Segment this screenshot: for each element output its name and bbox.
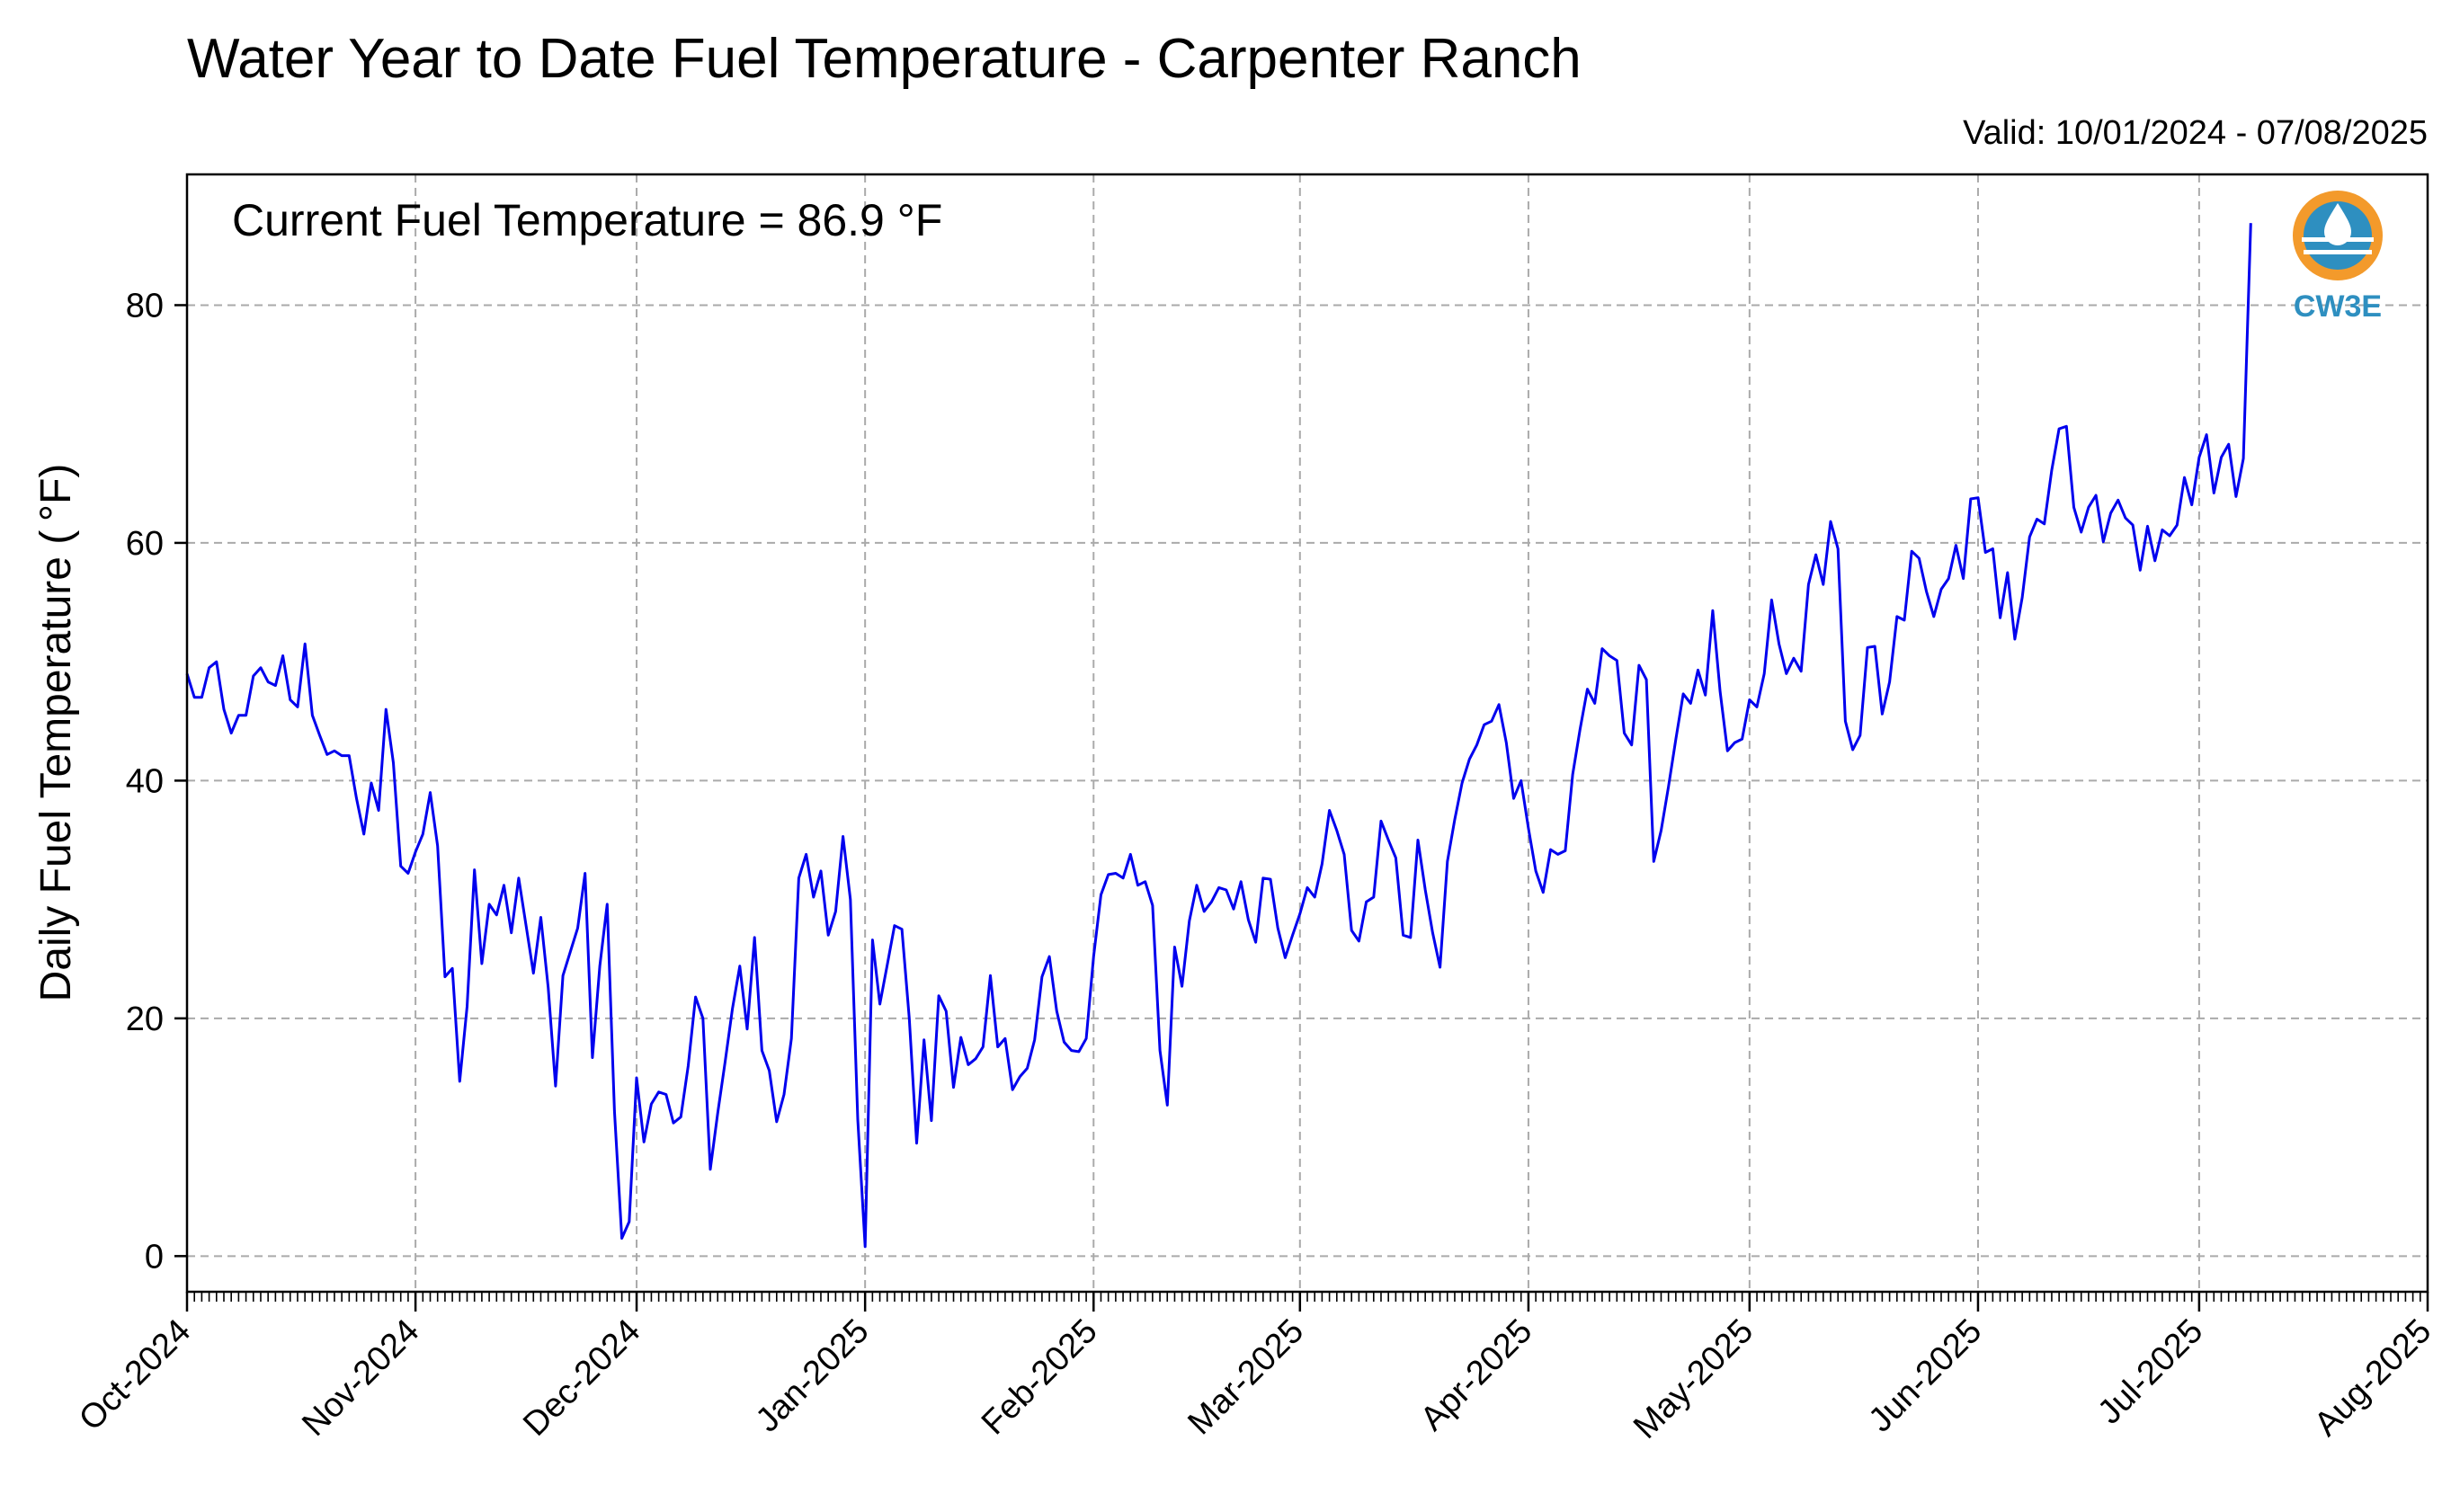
x-minor-ticks: [186, 1292, 2429, 1302]
cw3e-logo: CW3E: [2293, 191, 2383, 324]
x-tick-label: Nov-2024: [295, 1312, 426, 1444]
current-temperature-annotation: Current Fuel Temperature = 86.9 °F: [232, 195, 942, 245]
x-tick-label: Aug-2025: [2307, 1312, 2438, 1444]
x-tick-labels: Oct-2024 Nov-2024 Dec-2024 Jan-2025 Feb-2025…: [72, 1312, 2438, 1446]
x-tick-label: Mar-2025: [1181, 1312, 1311, 1443]
fuel-temperature-line: [185, 223, 2252, 1249]
x-major-ticks: [174, 304, 2429, 1312]
grid-lines: [187, 174, 2428, 1292]
y-tick-label: 80: [126, 287, 164, 325]
chart-title: Water Year to Date Fuel Temperature - Ca…: [187, 28, 1582, 90]
plot-frame: [185, 173, 2429, 1294]
x-tick-label: Dec-2024: [516, 1312, 647, 1444]
y-tick-label: 40: [126, 762, 164, 800]
x-tick-label: Feb-2025: [975, 1312, 1105, 1443]
x-tick-label: Apr-2025: [1413, 1312, 1539, 1438]
x-tick-label: Jan-2025: [749, 1312, 877, 1440]
y-tick-label: 0: [145, 1238, 164, 1276]
logo-text: CW3E: [2294, 289, 2382, 324]
x-tick-label: Jun-2025: [1862, 1312, 1990, 1440]
y-axis-label: Daily Fuel Temperature ( °F): [32, 464, 80, 1002]
logo-droplet-icon: [2324, 203, 2351, 245]
y-tick-label: 20: [126, 1001, 164, 1038]
y-tick-label: 60: [126, 525, 164, 563]
valid-range-label: Valid: 10/01/2024 - 07/08/2025: [1963, 114, 2428, 152]
x-tick-label: May-2025: [1627, 1312, 1760, 1446]
y-tick-labels: 0 20 40 60 80: [126, 287, 164, 1276]
x-tick-label: Oct-2024: [72, 1312, 198, 1438]
x-tick-label: Jul-2025: [2090, 1312, 2210, 1432]
logo-wave-band-2: [2304, 250, 2372, 254]
